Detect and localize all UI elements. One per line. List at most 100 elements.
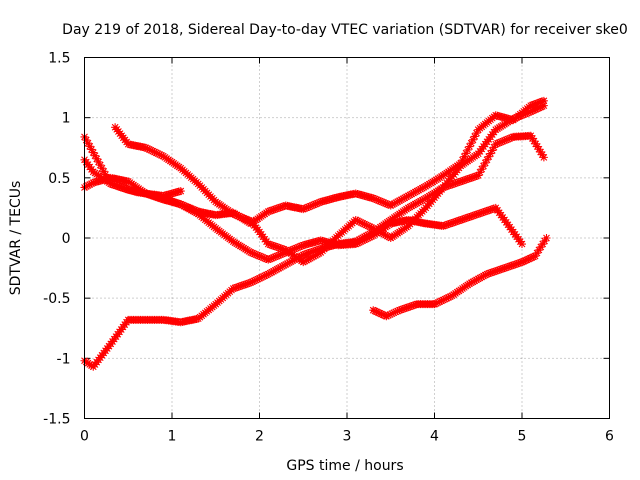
data-point	[465, 142, 474, 151]
data-point	[519, 257, 528, 266]
data-point	[288, 245, 297, 254]
data-point	[470, 211, 479, 220]
data-point	[407, 201, 416, 210]
data-point	[355, 238, 364, 247]
series-trace-4	[111, 101, 548, 267]
data-point	[283, 259, 292, 268]
data-point	[484, 206, 493, 215]
data-point	[267, 241, 276, 250]
data-point	[463, 213, 472, 222]
data-point	[273, 204, 281, 213]
data-point	[274, 251, 283, 260]
data-point	[498, 137, 507, 146]
data-point	[442, 294, 451, 303]
data-point	[470, 132, 479, 141]
data-point	[432, 299, 441, 308]
data-point	[451, 179, 460, 188]
data-point	[453, 217, 462, 226]
data-point	[89, 148, 98, 157]
x-tick-label: 4	[430, 429, 439, 445]
data-point	[234, 212, 243, 221]
data-point	[467, 139, 476, 148]
data-point	[413, 187, 421, 196]
data-point	[141, 143, 150, 152]
data-point	[274, 264, 283, 273]
data-point	[94, 157, 103, 166]
data-point	[148, 147, 157, 156]
data-points	[80, 96, 551, 371]
data-point	[477, 208, 486, 217]
data-point	[381, 231, 390, 240]
data-point	[229, 284, 238, 293]
data-point	[479, 208, 488, 217]
data-point	[435, 297, 444, 306]
data-point	[267, 206, 276, 215]
data-point	[476, 209, 484, 218]
data-point	[315, 249, 323, 258]
data-point	[245, 216, 253, 225]
data-point	[534, 145, 543, 154]
data-point	[260, 271, 269, 280]
y-axis-label: SDTVAR / TECUs	[8, 181, 24, 296]
data-point	[371, 195, 379, 204]
data-point	[288, 256, 297, 265]
data-point	[538, 150, 547, 159]
data-point	[360, 235, 369, 244]
data-point	[313, 246, 322, 255]
data-point	[301, 204, 309, 213]
y-tick-label: -0.5	[43, 291, 70, 307]
x-tick-label: 6	[605, 429, 614, 445]
data-point	[113, 182, 122, 191]
data-point	[273, 265, 281, 274]
data-point	[386, 310, 395, 319]
data-point	[511, 114, 519, 123]
data-point	[101, 170, 110, 179]
data-point	[266, 254, 274, 263]
data-point	[418, 196, 427, 205]
data-point	[103, 173, 112, 182]
data-point	[255, 274, 264, 283]
data-point	[126, 186, 134, 195]
y-tick-label: 1.5	[48, 51, 70, 67]
data-point	[413, 199, 421, 208]
data-point	[246, 248, 255, 257]
data-point	[388, 309, 396, 318]
data-point	[481, 271, 490, 280]
data-point	[276, 203, 285, 212]
data-point	[458, 215, 467, 224]
series-trace-5	[369, 234, 551, 321]
data-point	[82, 182, 91, 191]
data-point	[308, 247, 316, 256]
data-point	[505, 262, 514, 271]
data-point	[358, 236, 367, 245]
data-point	[404, 203, 413, 212]
data-point	[290, 244, 299, 253]
data-point	[353, 239, 362, 248]
data-point	[521, 256, 530, 265]
data-point	[469, 173, 477, 182]
data-point	[393, 197, 402, 206]
data-point	[411, 188, 420, 197]
data-point	[493, 139, 502, 148]
data-point	[420, 195, 428, 204]
data-point	[530, 137, 539, 146]
data-point	[462, 175, 470, 184]
data-point	[526, 131, 535, 140]
data-point	[143, 144, 152, 153]
data-point	[85, 142, 94, 151]
data-point	[267, 268, 276, 277]
data-point	[467, 212, 476, 221]
data-point	[484, 152, 493, 161]
data-point	[299, 205, 308, 214]
data-point	[299, 250, 308, 259]
data-point	[407, 189, 416, 198]
data-point	[386, 201, 395, 210]
data-point	[147, 146, 155, 155]
data-point	[357, 218, 365, 227]
data-point	[106, 179, 115, 188]
data-point	[238, 281, 246, 290]
data-point	[384, 311, 393, 320]
data-point	[369, 194, 378, 203]
data-point	[383, 232, 392, 241]
